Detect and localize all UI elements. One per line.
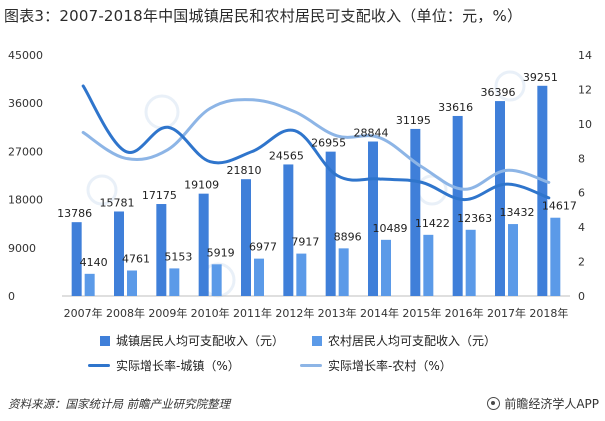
bar-rural	[211, 264, 222, 296]
x-tick-label: 2015年	[402, 306, 441, 320]
legend-label: 实际增长率-农村（%）	[328, 359, 452, 373]
brand-name: 前瞻经济学人APP	[504, 397, 599, 411]
bar-urban	[283, 164, 294, 296]
bar-rural	[296, 253, 307, 296]
brand-logo-icon	[487, 397, 501, 410]
data-label-urban: 36396	[481, 86, 516, 99]
data-label-rural: 4140	[80, 256, 108, 269]
bar-rural	[84, 273, 95, 296]
y-right-tick-label: 10	[578, 118, 592, 131]
bar-rural	[508, 224, 518, 296]
bar-rural	[169, 268, 180, 296]
x-tick-label: 2010年	[191, 306, 230, 320]
bar-rural	[338, 248, 349, 296]
legend-urban-bar: 城镇居民人均可支配收入（元）	[100, 332, 284, 349]
data-label-urban: 24565	[269, 149, 304, 162]
bar-urban	[325, 151, 336, 296]
legend-urban-line: 实际增长率-城镇（%）	[88, 357, 240, 374]
legend-label: 城镇居民人均可支配收入（元）	[116, 334, 285, 348]
y-left-tick-label: 36000	[8, 97, 43, 110]
y-left-tick-label: 9000	[8, 242, 36, 255]
bar-urban	[241, 179, 251, 296]
data-label-urban: 31195	[396, 114, 431, 127]
x-tick-label: 2013年	[318, 306, 357, 320]
y-right-tick-label: 4	[578, 221, 585, 234]
bar-rural	[381, 239, 391, 296]
x-tick-label: 2018年	[529, 306, 568, 320]
data-label-rural: 10489	[373, 222, 408, 235]
legend-rural-line: 实际增长率-农村（%）	[300, 357, 452, 374]
bar-rural	[465, 229, 476, 296]
data-label-urban: 21810	[227, 164, 262, 177]
data-label-urban: 15781	[100, 196, 135, 209]
data-label-urban: 26955	[311, 137, 346, 150]
x-tick-label: 2016年	[445, 306, 484, 320]
y-right-tick-label: 2	[578, 256, 585, 269]
bar-rural	[254, 258, 264, 296]
legend-rural-bar: 农村居民人均可支配收入（元）	[312, 332, 496, 349]
bar-urban	[495, 101, 505, 297]
bar-rural	[127, 270, 137, 296]
bar-urban	[368, 141, 378, 296]
bar-urban	[537, 85, 548, 296]
bar-urban	[114, 211, 124, 296]
data-label-rural: 14617	[542, 200, 577, 213]
legend-label: 农村居民人均可支配收入（元）	[328, 334, 497, 348]
x-tick-label: 2011年	[233, 306, 272, 320]
bar-rural	[423, 234, 434, 296]
y-left-tick-label: 0	[8, 290, 15, 303]
y-right-tick-label: 8	[578, 152, 585, 165]
y-right-tick-label: 14	[578, 49, 592, 62]
data-label-urban: 28844	[354, 127, 389, 140]
source-note: 资料来源：国家统计局 前瞻产业研究院整理	[8, 397, 231, 411]
y-left-tick-label: 45000	[8, 49, 43, 62]
page-title: 图表3：2007-2018年中国城镇居民和农村居民可支配收入（单位：元，%）	[4, 7, 523, 25]
y-right-tick-label: 6	[578, 187, 585, 200]
data-label-urban: 19109	[184, 179, 219, 192]
data-label-rural: 7917	[291, 236, 319, 249]
x-tick-label: 2017年	[487, 306, 526, 320]
data-label-urban: 39251	[523, 71, 558, 84]
data-label-rural: 13432	[500, 206, 535, 219]
bar-urban	[452, 115, 463, 296]
data-label-rural: 5919	[207, 246, 235, 259]
y-left-tick-label: 18000	[8, 194, 43, 207]
x-tick-label: 2007年	[64, 306, 103, 320]
data-label-urban: 13786	[57, 207, 92, 220]
y-right-tick-label: 0	[578, 290, 585, 303]
data-label-rural: 4761	[122, 253, 150, 266]
line-rural-growth	[81, 98, 551, 191]
data-label-rural: 8896	[334, 230, 362, 243]
x-tick-label: 2012年	[275, 306, 314, 320]
bar-urban	[410, 128, 421, 296]
data-label-urban: 17175	[142, 189, 177, 202]
legend-label: 实际增长率-城镇（%）	[116, 359, 240, 373]
legend-swatch	[100, 335, 110, 346]
brand: 前瞻经济学人APP	[487, 395, 599, 412]
data-label-rural: 11422	[415, 217, 450, 230]
data-label-rural: 6977	[249, 241, 277, 254]
y-right-tick-label: 12	[578, 83, 592, 96]
bar-urban	[71, 222, 82, 296]
line-urban-growth	[81, 84, 551, 202]
x-tick-label: 2014年	[360, 306, 399, 320]
data-label-rural: 5153	[164, 250, 192, 263]
data-label-rural: 12363	[457, 212, 492, 225]
x-tick-label: 2009年	[148, 306, 187, 320]
data-label-urban: 33616	[438, 101, 473, 114]
y-left-tick-label: 27000	[8, 145, 43, 158]
legend-swatch	[300, 364, 322, 367]
legend-swatch	[312, 335, 322, 346]
x-tick-label: 2008年	[106, 306, 145, 320]
bar-urban	[156, 204, 167, 296]
bar-rural	[550, 217, 561, 296]
bar-urban	[198, 193, 209, 296]
legend-swatch	[88, 364, 110, 367]
